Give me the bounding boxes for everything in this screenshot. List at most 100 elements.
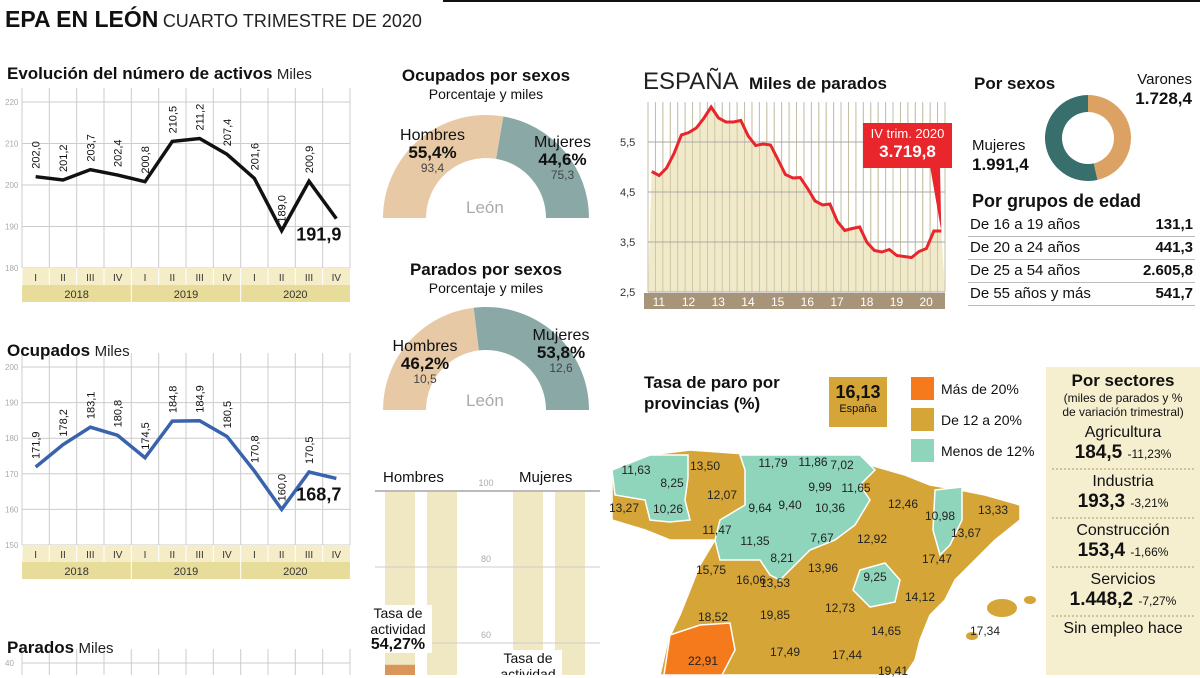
- province-rate-label: 10,26: [650, 502, 686, 516]
- par-hombres-label: Hombres 46,2% 10,5: [380, 338, 470, 386]
- tasa-label: actividad: [494, 666, 562, 675]
- hombres-tasa-label: Tasa de actividad 54,27%: [364, 605, 432, 653]
- y-tick-label: 60: [481, 630, 491, 640]
- province-rate-label: 17,44: [829, 648, 865, 662]
- bar-background: [513, 491, 543, 675]
- edad-title: Por grupos de edad: [972, 191, 1141, 212]
- y-tick-label: 2,5: [620, 287, 635, 299]
- slice-pct: 44,6%: [525, 152, 600, 168]
- ocup-center-label: León: [466, 198, 504, 218]
- espana-subtitle: Miles de parados: [749, 74, 887, 93]
- sectores-subtitle: de variación trimestral): [1052, 405, 1194, 419]
- map-title-2: provincias (%): [644, 393, 780, 414]
- bar-group-hombres: Hombres: [383, 469, 444, 486]
- map-title-1: Tasa de paro por: [644, 372, 780, 393]
- map-title: Tasa de paro por provincias (%): [644, 372, 780, 414]
- callout-value: 3.719,8: [863, 143, 952, 161]
- year-label: 11: [653, 295, 666, 309]
- province-rate-label: 13,50: [687, 459, 723, 473]
- row-value: 2.605,8: [1143, 262, 1193, 279]
- sector-value: 193,3: [1078, 491, 1126, 512]
- slice-name: Varones: [1122, 70, 1192, 89]
- varones-label: Varones 1.728,4: [1122, 70, 1192, 108]
- ocup-hombres-label: Hombres 55,4% 93,4: [385, 127, 480, 175]
- province-rate-label: 17,47: [919, 552, 955, 566]
- par-center-label: León: [466, 391, 504, 411]
- spain-rate-box: 16,13 España: [829, 377, 887, 427]
- legend-item: Más de 20%: [911, 377, 1034, 400]
- slice-name: Mujeres: [972, 136, 1029, 155]
- year-label: 19: [890, 295, 904, 309]
- tasa-label: Tasa de actividad: [364, 605, 432, 637]
- province-rate-label: 12,92: [854, 532, 890, 546]
- province-rate-label: 14,12: [902, 590, 938, 604]
- province-rate-label: 18,52: [695, 610, 731, 624]
- ocup-mujeres-label: Mujeres 44,6% 75,3: [525, 134, 600, 182]
- sector-value: 184,5: [1075, 442, 1123, 463]
- slice-value: 1.728,4: [1122, 89, 1192, 108]
- sector-name: Servicios: [1052, 571, 1194, 589]
- slice-pct: 46,2%: [380, 356, 470, 372]
- sector-value: 1.448,2: [1070, 589, 1133, 610]
- spain-rate-label: España: [829, 403, 887, 415]
- tasa-label: Tasa de: [494, 650, 562, 666]
- bar-background: [555, 491, 585, 675]
- province-rate-label: 12,46: [885, 497, 921, 511]
- year-label: 18: [860, 295, 874, 309]
- province-rate-label: 19,41: [875, 664, 911, 678]
- legend-label: De 12 a 20%: [941, 412, 1022, 428]
- province-rate-label: 9,25: [857, 570, 893, 584]
- province-rate-label: 13,33: [975, 503, 1011, 517]
- y-tick-label: 5,5: [620, 137, 635, 149]
- sector-name: Sin empleo hace: [1052, 617, 1194, 638]
- row-value: 441,3: [1155, 239, 1193, 256]
- province-rate-label: 9,40: [772, 498, 808, 512]
- sector-name: Industria: [1052, 473, 1194, 491]
- legend-item: De 12 a 20%: [911, 408, 1034, 431]
- mujeres-tasa-label: Tasa de actividad: [494, 650, 562, 675]
- province-rate-label: 11,63: [618, 463, 654, 477]
- spain-rate-value: 16,13: [829, 382, 887, 403]
- row-label: De 55 años y más: [970, 285, 1091, 302]
- year-label: 16: [801, 295, 815, 309]
- province-rate-label: 14,65: [868, 624, 904, 638]
- espana-heading: ESPAÑA Miles de parados: [643, 68, 887, 96]
- province-rate-label: 13,96: [805, 561, 841, 575]
- sectores-title: Por sectores: [1052, 371, 1194, 391]
- y-tick-label: 3,5: [620, 237, 635, 249]
- callout-label: IV trim. 2020: [863, 125, 952, 143]
- map-baleares: [1024, 596, 1036, 604]
- slice-value: 10,5: [380, 372, 470, 386]
- province-rate-label: 13,53: [757, 576, 793, 590]
- por-sexos-title: Por sexos: [974, 74, 1055, 94]
- sector-value: 153,4: [1078, 540, 1126, 561]
- sectores-subtitle: (miles de parados y %: [1052, 391, 1194, 405]
- province-rate-label: 12,73: [822, 601, 858, 615]
- bar-value: [385, 665, 415, 675]
- slice-value: 1.991,4: [972, 155, 1029, 174]
- tasa-value: 54,27%: [364, 637, 432, 653]
- sector-name: Construcción: [1052, 522, 1194, 540]
- sector-pct: -11,23%: [1128, 447, 1172, 461]
- row-label: De 20 a 24 años: [970, 239, 1080, 256]
- province-rate-label: 12,07: [704, 488, 740, 502]
- sector-name: Agricultura: [1052, 424, 1194, 442]
- mujeres-label: Mujeres 1.991,4: [972, 136, 1029, 174]
- province-rate-label: 15,75: [693, 563, 729, 577]
- sector-pct: -1,66%: [1130, 545, 1168, 559]
- slice-pct: 53,8%: [522, 345, 600, 361]
- row-value: 541,7: [1155, 285, 1193, 302]
- map-baleares: [987, 599, 1017, 617]
- par-mujeres-label: Mujeres 53,8% 12,6: [522, 327, 600, 375]
- province-rate-label: 17,49: [767, 645, 803, 659]
- row-value: 131,1: [1155, 216, 1193, 233]
- bar-group-mujeres: Mujeres: [519, 469, 572, 486]
- year-label: 13: [712, 295, 726, 309]
- province-rate-label: 8,25: [654, 476, 690, 490]
- province-rate-label: 11,65: [838, 481, 874, 495]
- province-rate-label: 11,47: [699, 523, 735, 537]
